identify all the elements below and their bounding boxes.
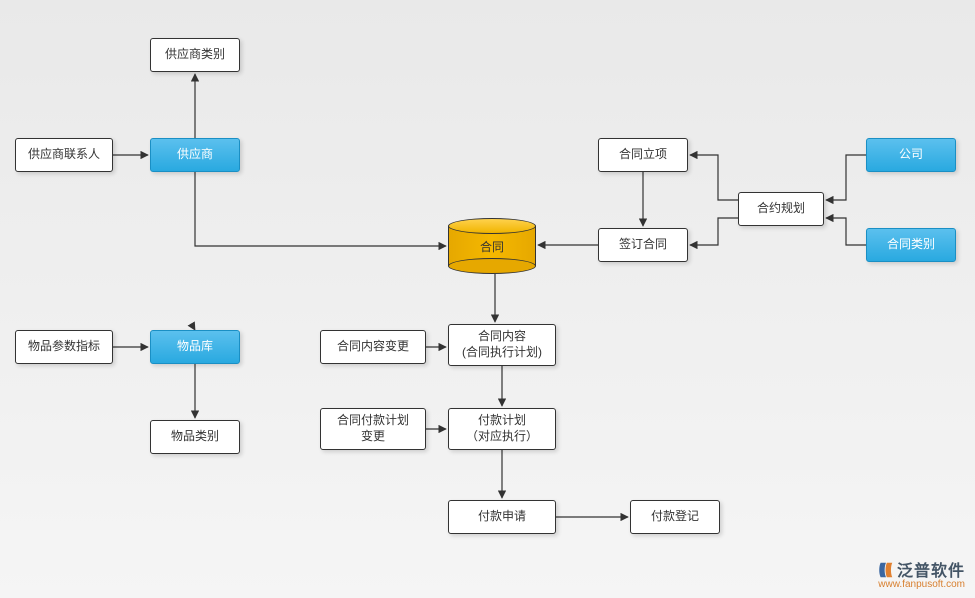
node-company: 公司: [866, 138, 956, 172]
node-label: 付款计划 （对应执行）: [466, 413, 538, 444]
node-contract-init: 合同立项: [598, 138, 688, 172]
watermark: 泛普软件 www.fanpusoft.com: [877, 557, 965, 590]
node-label: 物品类别: [171, 429, 219, 445]
node-label: 合同付款计划 变更: [337, 413, 409, 444]
node-pay-plan-change: 合同付款计划 变更: [320, 408, 426, 450]
node-label: 付款登记: [651, 509, 699, 525]
node-item-category: 物品类别: [150, 420, 240, 454]
node-contract-cylinder: 合同: [448, 218, 536, 274]
watermark-url: www.fanpusoft.com: [877, 579, 965, 590]
node-supplier: 供应商: [150, 138, 240, 172]
diagram-canvas: 供应商类别 供应商联系人 供应商 物品参数指标 物品库 物品类别 合同 合同立项…: [0, 0, 975, 598]
node-pay-apply: 付款申请: [448, 500, 556, 534]
node-sign-contract: 签订合同: [598, 228, 688, 262]
node-label: 供应商: [177, 147, 213, 163]
watermark-brand: 泛普软件: [897, 563, 965, 580]
edge-supplier-to-contract: [195, 172, 446, 246]
node-label: 供应商类别: [165, 47, 225, 63]
node-content-change: 合同内容变更: [320, 330, 426, 364]
node-content-plan: 合同内容 (合同执行计划): [448, 324, 556, 366]
edge-company-to-plan: [826, 155, 866, 200]
node-label: 供应商联系人: [28, 147, 100, 163]
node-label: 合同内容变更: [337, 339, 409, 355]
node-label: 合同内容 (合同执行计划): [462, 329, 542, 360]
node-label: 合约规划: [757, 201, 805, 217]
node-label: 物品参数指标: [28, 339, 100, 355]
node-label: 签订合同: [619, 237, 667, 253]
node-plan: 合约规划: [738, 192, 824, 226]
node-supplier-contact: 供应商联系人: [15, 138, 113, 172]
watermark-icon: [877, 561, 895, 579]
edge-plan-to-sign: [690, 218, 738, 245]
node-pay-plan: 付款计划 （对应执行）: [448, 408, 556, 450]
node-label: 合同类别: [887, 237, 935, 253]
node-item-param: 物品参数指标: [15, 330, 113, 364]
node-label: 公司: [899, 147, 923, 163]
node-label: 付款申请: [478, 509, 526, 525]
node-label: 合同立项: [619, 147, 667, 163]
node-supplier-category: 供应商类别: [150, 38, 240, 72]
node-label: 合同: [448, 218, 536, 274]
node-pay-register: 付款登记: [630, 500, 720, 534]
edge-ctype-to-plan: [826, 218, 866, 245]
edge-plan-to-init: [690, 155, 738, 200]
node-label: 物品库: [177, 339, 213, 355]
node-contract-type: 合同类别: [866, 228, 956, 262]
node-item-store: 物品库: [150, 330, 240, 364]
